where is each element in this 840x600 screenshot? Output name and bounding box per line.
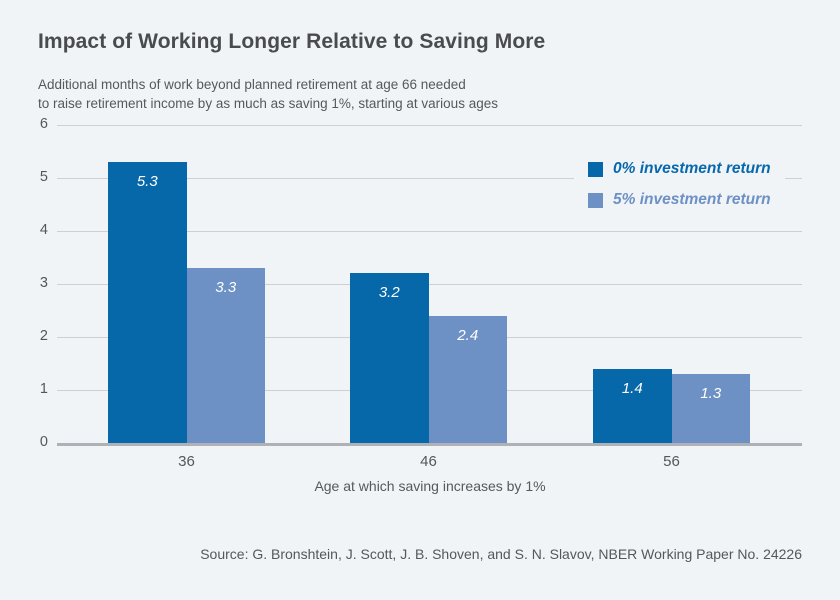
x-axis-baseline [57,443,802,446]
bar [593,368,672,443]
legend-swatch-dark-blue [588,161,603,177]
chart-subtitle: Additional months of work beyond planned… [38,76,498,113]
gridline [57,125,802,126]
y-tick-label: 3 [39,275,48,291]
legend-label: 5% investment return [613,191,771,208]
legend-item-5pct-return: 5% investment return [588,191,771,209]
gridline [57,231,802,232]
gridline [57,178,802,179]
y-tick-label: 2 [39,328,48,344]
bar-value-label: 3.2 [378,284,400,302]
x-tick-label: 56 [663,453,680,470]
bar [671,374,750,443]
y-tick-label: 4 [39,222,48,238]
y-tick-label: 1 [39,381,48,397]
bar-value-label: 3.3 [215,279,237,297]
legend-item-0pct-return: 0% investment return [588,160,771,178]
bar-value-label: 1.4 [621,379,643,397]
x-axis-title: Age at which saving increases by 1% [314,478,546,494]
chart-subtitle-line-1: Additional months of work beyond planned… [38,77,466,92]
y-tick-label: 6 [39,116,48,132]
bar-value-label: 1.3 [700,385,722,403]
bar [186,268,265,443]
legend-label: 0% investment return [613,160,771,177]
y-tick-label: 5 [39,169,48,185]
bar [428,315,507,443]
y-tick-label: 0 [39,434,48,450]
gridline [57,284,802,285]
legend-swatch-light-blue [588,192,603,208]
x-tick-label: 46 [420,453,437,470]
bar-value-label: 2.4 [457,326,479,344]
chart-legend: 0% investment return 5% investment retur… [574,150,785,219]
bar [108,162,187,443]
bar [350,273,429,443]
chart-title: Impact of Working Longer Relative to Sav… [38,30,546,53]
chart-subtitle-line-2: to raise retirement income by as much as… [38,95,498,111]
bar-value-label: 5.3 [136,173,158,191]
x-tick-label: 36 [178,453,195,470]
source-attribution: Source: G. Bronshtein, J. Scott, J. B. S… [200,546,802,562]
